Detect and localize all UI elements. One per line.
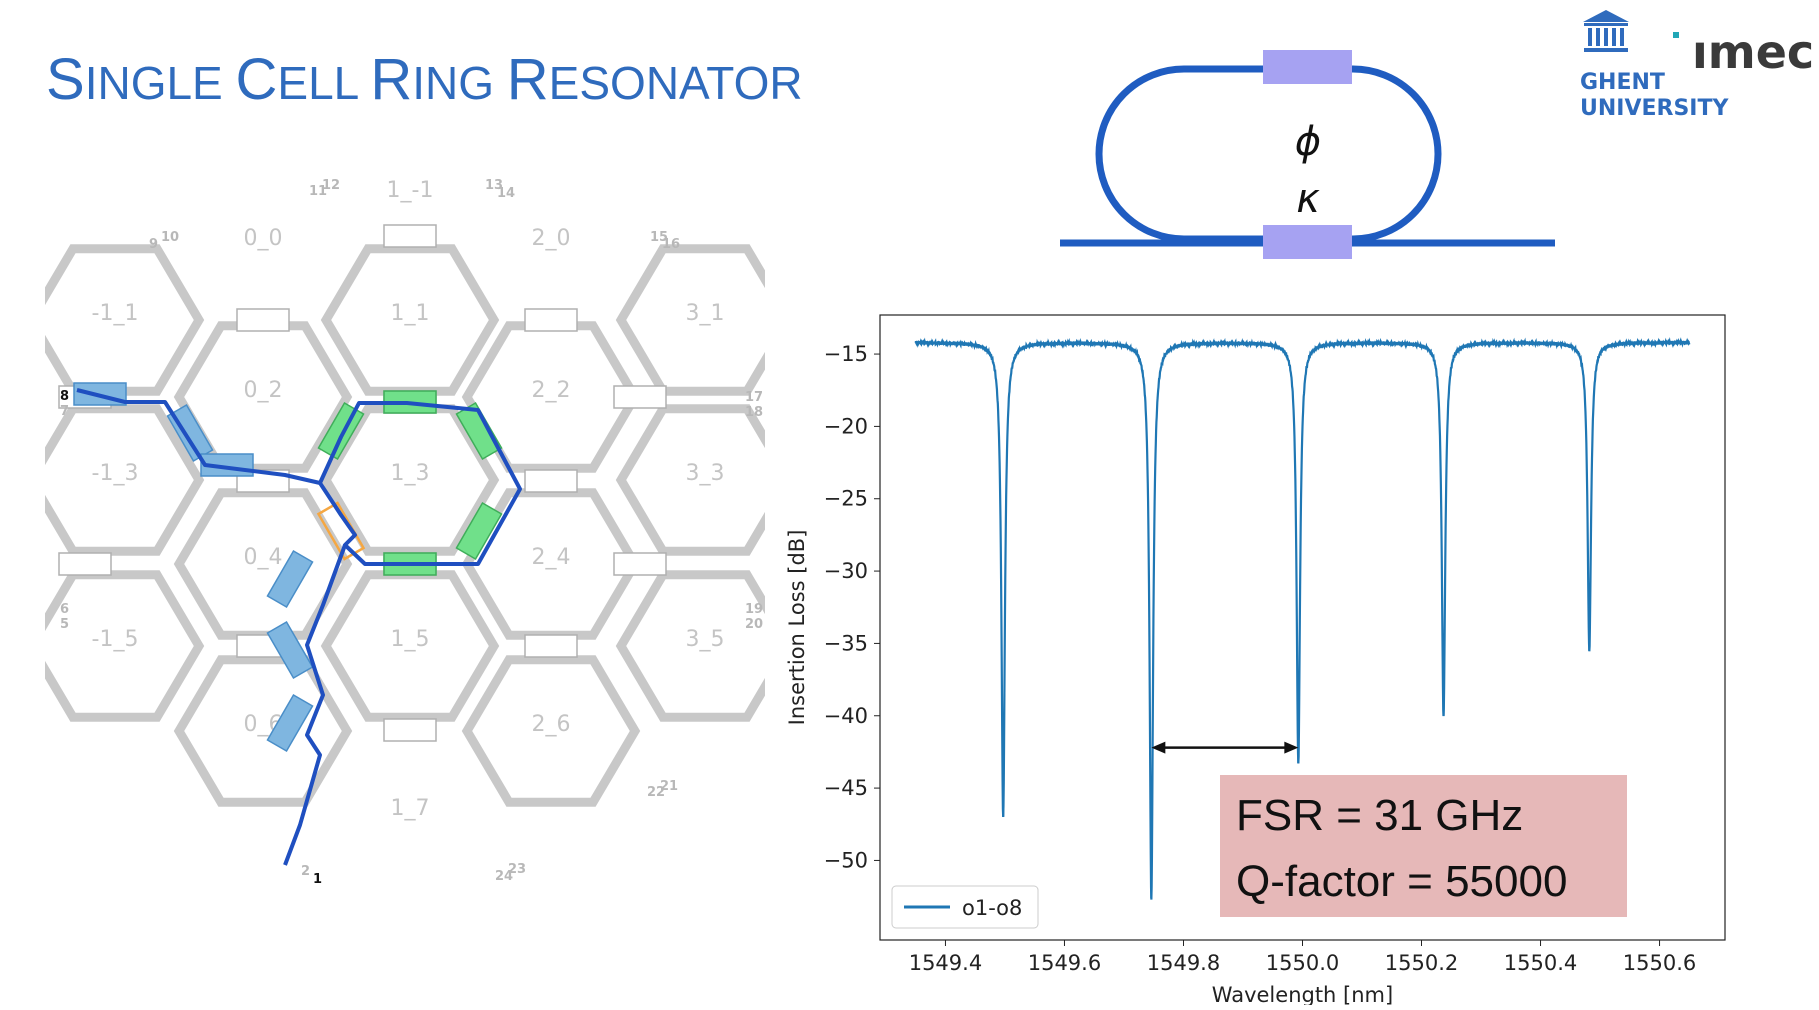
cell-label: 1_3 <box>391 461 430 486</box>
y-axis-label: Insertion Loss [dB] <box>785 530 809 726</box>
cell-label: 2_0 <box>532 226 571 251</box>
x-tick-label: 1549.8 <box>1147 951 1220 975</box>
port-label: 21 <box>660 779 678 794</box>
port-label: 9 <box>149 237 158 252</box>
phase-label: ϕ <box>1295 119 1321 165</box>
cell-label: 1_5 <box>391 627 430 652</box>
y-tick-label: −50 <box>824 848 868 872</box>
y-tick-label: −40 <box>824 704 868 728</box>
y-tick-label: −20 <box>824 414 868 438</box>
ring-waveguide <box>1095 65 1442 243</box>
hexagonal-mesh-diagram: 1_-1 0_0 2_0 -1_1 1_1 3_1 0_2 2_2 -1_3 1_3 3_3 0_4 2… <box>25 175 795 920</box>
legend: o1-o8 <box>891 885 1039 929</box>
title-rest-2: ING <box>412 57 507 109</box>
cell-label: 0_0 <box>244 226 283 251</box>
title-cap-2: R <box>370 47 413 112</box>
cell-label: -1_5 <box>92 627 139 652</box>
port-label: 11 <box>309 184 327 199</box>
x-tick-label: 1550.6 <box>1623 951 1696 975</box>
title-rest-3: ESONATOR <box>548 57 803 109</box>
university-line1: GHENT <box>1580 70 1665 95</box>
port-label: 17 <box>745 390 763 405</box>
series-line-o1-o8 <box>914 336 1691 900</box>
port-label: 20 <box>745 617 763 632</box>
fsr-arrow-head-left <box>1151 741 1166 754</box>
y-tick-label: −45 <box>824 776 868 800</box>
port-label: 12 <box>322 178 340 193</box>
light-path-exit <box>283 544 347 866</box>
cell-label: 1_1 <box>391 301 430 326</box>
cell-label: -1_1 <box>92 301 139 326</box>
cell-labels: 1_-1 0_0 2_0 -1_1 1_1 3_1 0_2 2_2 -1_3 1_3 3_3 0_4 2… <box>92 178 725 821</box>
port-label: 8 <box>60 389 69 404</box>
cell-label: -1_3 <box>92 461 139 486</box>
university-line2: UNIVERSITY <box>1580 96 1729 118</box>
y-tick-label: −30 <box>824 559 868 583</box>
title-rest-1: ELL <box>277 57 371 109</box>
imec-logo-text: ımec <box>1692 25 1814 79</box>
port-label: 2 <box>301 864 310 879</box>
title-cap-3: R <box>506 47 549 112</box>
cell-label: 0_2 <box>244 378 283 403</box>
cell-label: 3_1 <box>686 301 725 326</box>
port-label: 16 <box>662 237 680 252</box>
port-label: 15 <box>650 230 668 245</box>
cell-label: 2_6 <box>532 712 571 737</box>
logos: GHENT UNIVERSITY ımec <box>1580 8 1815 121</box>
port-label: 7 <box>60 404 69 419</box>
cell-label: 0_4 <box>244 545 283 570</box>
x-tick-label: 1550.0 <box>1266 951 1339 975</box>
fsr-text: FSR = 31 GHz <box>1236 791 1524 840</box>
coupling-label: κ <box>1296 176 1320 222</box>
cell-label: 1_-1 <box>387 178 434 203</box>
x-axis-label: Wavelength [nm] <box>1212 983 1393 1005</box>
port-label: 10 <box>161 230 179 245</box>
x-tick-label: 1549.6 <box>1028 951 1101 975</box>
title-rest-0: INGLE <box>84 57 236 109</box>
cell-label: 3_5 <box>686 627 725 652</box>
building-icon <box>1583 10 1629 52</box>
title-cap-0: S <box>46 47 85 112</box>
q-factor-text: Q-factor = 55000 <box>1236 857 1568 906</box>
title-cap-1: C <box>235 47 278 112</box>
port-label: 1 <box>313 872 322 887</box>
port-label: 14 <box>497 186 515 201</box>
cell-label: 2_2 <box>532 378 571 403</box>
port-label: 24 <box>495 869 513 884</box>
legend-box <box>891 885 1039 929</box>
coupler <box>1263 225 1352 259</box>
legend-label: o1-o8 <box>962 896 1022 920</box>
y-tick-label: −15 <box>824 342 868 366</box>
port-label: 22 <box>647 785 665 800</box>
fsr-arrow-head-right <box>1284 741 1299 754</box>
cell-label: 2_4 <box>532 545 571 570</box>
port-label: 13 <box>485 178 503 193</box>
port-label: 23 <box>508 862 526 877</box>
ghent-university-logo: GHENT UNIVERSITY ımec <box>1580 10 1814 121</box>
results-box: FSR = 31 GHz Q-factor = 55000 <box>1220 775 1627 917</box>
slide-title: SINGLE CELL RING RESONATOR <box>46 46 803 113</box>
port-label: 19 <box>745 602 763 617</box>
port-label: 18 <box>745 405 763 420</box>
x-tick-label: 1549.4 <box>909 951 982 975</box>
y-tick-label: −35 <box>824 631 868 655</box>
phase-shifter <box>1263 50 1352 84</box>
ring-resonator-diagram: ϕ κ <box>1055 40 1565 270</box>
x-tick-label: 1550.2 <box>1385 951 1458 975</box>
x-tick-label: 1550.4 <box>1504 951 1577 975</box>
port-label: 6 <box>60 602 69 617</box>
port-label: 5 <box>60 617 69 632</box>
y-tick-label: −25 <box>824 487 868 511</box>
cell-label: 3_3 <box>686 461 725 486</box>
cell-label: 1_7 <box>391 796 430 821</box>
imec-dot <box>1673 32 1679 38</box>
